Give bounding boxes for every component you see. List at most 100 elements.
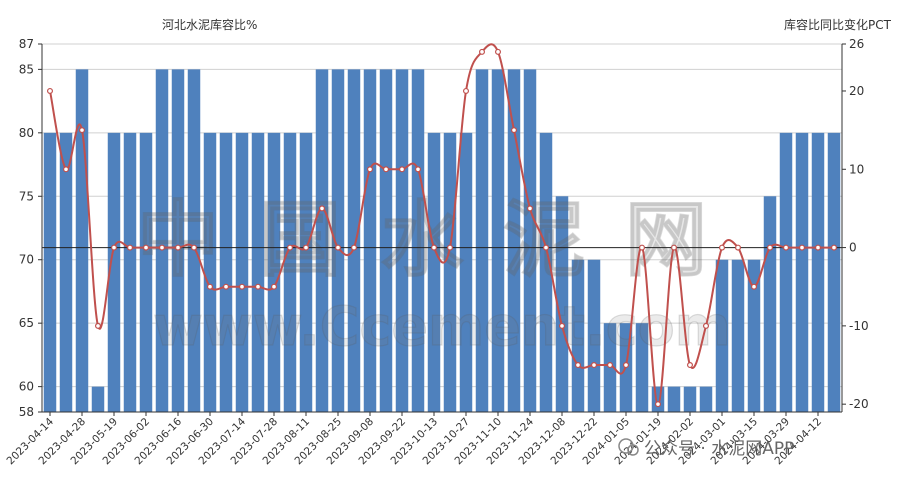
right-tick-label: 26 <box>849 37 864 51</box>
bar <box>283 132 297 413</box>
line-point <box>191 244 198 251</box>
bar <box>523 69 537 413</box>
line-point <box>766 244 773 251</box>
line-point <box>638 244 645 251</box>
left-tick-label: 87 <box>19 37 34 51</box>
line-point <box>750 283 757 290</box>
line-point <box>271 283 278 290</box>
bar <box>715 259 729 412</box>
bar <box>811 132 825 413</box>
bar <box>475 69 489 413</box>
wechat-icon <box>618 438 634 454</box>
bar <box>171 69 185 413</box>
bar <box>587 259 601 412</box>
bar <box>747 259 761 412</box>
right-tick-label: 0 <box>849 241 857 255</box>
line-point <box>319 205 326 212</box>
line-point <box>686 362 693 369</box>
bar <box>187 69 201 413</box>
bar <box>699 386 713 412</box>
line-point <box>94 322 101 329</box>
bar <box>635 323 649 412</box>
line-point <box>335 244 342 251</box>
line-point <box>431 244 438 251</box>
bar <box>299 132 313 413</box>
right-tick-label: -10 <box>849 319 869 333</box>
bar <box>347 69 361 413</box>
bar <box>683 386 697 412</box>
watermark: 中国水泥网 www.Ccement.com <box>136 192 731 358</box>
bar <box>139 132 153 413</box>
line-point <box>110 244 117 251</box>
bar <box>235 132 249 413</box>
line-point <box>447 244 454 251</box>
bar <box>571 259 585 412</box>
bar <box>107 132 121 413</box>
line-point <box>479 48 486 55</box>
line-point <box>351 244 358 251</box>
line-point <box>126 244 133 251</box>
line-point <box>143 244 150 251</box>
line-point <box>207 283 214 290</box>
line-point <box>734 244 741 251</box>
bar <box>507 69 521 413</box>
watermark-url: www.Ccement.com <box>153 295 731 358</box>
line-point <box>830 244 837 251</box>
bar <box>155 69 169 413</box>
left-tick-label: 85 <box>19 62 34 76</box>
bar <box>443 132 457 413</box>
left-tick-label: 60 <box>19 380 34 394</box>
bar <box>459 132 473 413</box>
bar <box>779 132 793 413</box>
bar <box>651 386 665 412</box>
line-point <box>239 283 246 290</box>
bar <box>123 132 137 413</box>
bar-series <box>43 69 841 413</box>
right-tick-label: 20 <box>849 84 864 98</box>
right-tick-label: -20 <box>849 397 869 411</box>
line-point <box>46 87 53 94</box>
line-point <box>175 244 182 251</box>
line-point <box>399 166 406 173</box>
bar <box>731 259 745 412</box>
line-point <box>606 362 613 369</box>
bar <box>411 69 425 413</box>
bar <box>555 196 569 412</box>
left-tick-label: 58 <box>19 405 34 419</box>
bar <box>203 132 217 413</box>
bar <box>331 69 345 413</box>
bar <box>667 386 681 412</box>
line-point <box>798 244 805 251</box>
line-point <box>782 244 789 251</box>
line-point <box>702 322 709 329</box>
bar <box>315 69 329 413</box>
left-tick-label: 70 <box>19 253 34 267</box>
bar <box>379 69 393 413</box>
line-point <box>159 244 166 251</box>
right-tick-label: 10 <box>849 162 864 176</box>
line-point <box>574 362 581 369</box>
line-point <box>223 283 230 290</box>
bar <box>363 69 377 413</box>
wechat-icon-bubble <box>627 444 639 456</box>
line-point <box>78 127 85 134</box>
line-point <box>590 362 597 369</box>
bar <box>539 132 553 413</box>
line-point <box>718 244 725 251</box>
footer-text: 公众号 · 水泥网APP <box>644 439 794 459</box>
line-point <box>303 244 310 251</box>
line-point <box>622 362 629 369</box>
line-series <box>46 43 837 408</box>
footer-brand: 公众号 · 水泥网APP <box>618 438 794 459</box>
bar <box>427 132 441 413</box>
bar <box>395 69 409 413</box>
bar <box>267 132 281 413</box>
bar <box>219 132 233 413</box>
bar <box>43 132 57 413</box>
line-point <box>511 127 518 134</box>
line-point <box>670 244 677 251</box>
left-tick-label: 75 <box>19 189 34 203</box>
line-point <box>62 166 69 173</box>
left-axis-title: 河北水泥库容比% <box>162 18 258 32</box>
